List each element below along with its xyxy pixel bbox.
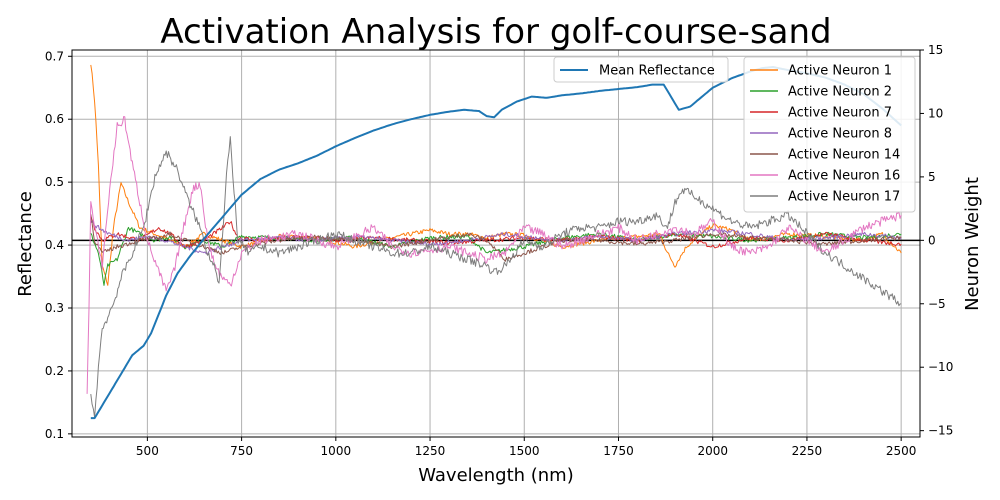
- legend-label: Active Neuron 8: [788, 127, 892, 142]
- y-axis-label: Reflectance: [15, 191, 36, 297]
- legend-label: Active Neuron 1: [788, 64, 892, 79]
- legend-label: Active Neuron 17: [788, 190, 900, 205]
- plot-frame: [71, 49, 921, 438]
- legend-label: Mean Reflectance: [599, 64, 715, 79]
- y-tick-label: 0.1: [45, 427, 64, 441]
- x-tick-label: 1500: [509, 444, 540, 458]
- y-tick-label: 0.6: [45, 112, 64, 126]
- y2-tick-label: −10: [928, 360, 953, 374]
- y-tick-label: 0.3: [45, 301, 64, 315]
- y2-axis-label: Neuron Weight: [962, 177, 983, 311]
- legend-frame: [743, 56, 916, 213]
- x-axis-label: Wavelength (nm): [418, 465, 574, 486]
- legend-label: Active Neuron 16: [788, 169, 900, 184]
- y-tick-label: 0.5: [45, 175, 64, 189]
- y-tick-label: 0.2: [45, 364, 64, 378]
- legend-frame: [553, 56, 729, 83]
- legend-neurons: Active Neuron 1 Active Neuron 2 Active Neu…: [743, 56, 916, 213]
- x-tick-label: 500: [136, 444, 159, 458]
- series-line-active-neuron-7: [90, 215, 902, 249]
- x-tick-label: 1000: [321, 444, 352, 458]
- y2-tick-label: −15: [928, 424, 953, 438]
- x-tick-label: 1250: [415, 444, 446, 458]
- chart-title: Activation Analysis for golf-course-sand: [160, 12, 831, 52]
- x-tick-label: 2250: [792, 444, 823, 458]
- y-tick-label: 0.4: [45, 238, 64, 252]
- y2-tick-label: −5: [928, 297, 946, 311]
- neuron-series: [86, 64, 902, 418]
- legend-reflectance: Mean Reflectance: [553, 56, 729, 83]
- legend-label: Active Neuron 2: [788, 85, 892, 100]
- x-tick-label: 1750: [603, 444, 634, 458]
- legend-label: Active Neuron 14: [788, 148, 900, 163]
- y2-tick-label: 0: [928, 233, 936, 247]
- x-tick-label: 2500: [886, 444, 917, 458]
- series-line-active-neuron-17: [90, 136, 902, 418]
- y-axis-ticks: 0.1 0.2 0.3 0.4 0.5 0.6 0.7: [45, 49, 72, 441]
- y2-tick-label: 15: [928, 43, 943, 57]
- x-tick-label: 2000: [697, 444, 728, 458]
- x-axis-ticks: 500 750 1000 1250 1500 1750 2000 2250 2500: [136, 437, 917, 458]
- y-tick-label: 0.7: [45, 49, 64, 63]
- y2-tick-label: 10: [928, 106, 943, 120]
- legend-label: Active Neuron 7: [788, 106, 892, 121]
- y2-axis-ticks: −15 −10 −5 0 5 10 15: [920, 43, 953, 438]
- y2-tick-label: 5: [928, 170, 936, 184]
- x-tick-label: 750: [230, 444, 253, 458]
- series-line-active-neuron-14: [90, 214, 902, 262]
